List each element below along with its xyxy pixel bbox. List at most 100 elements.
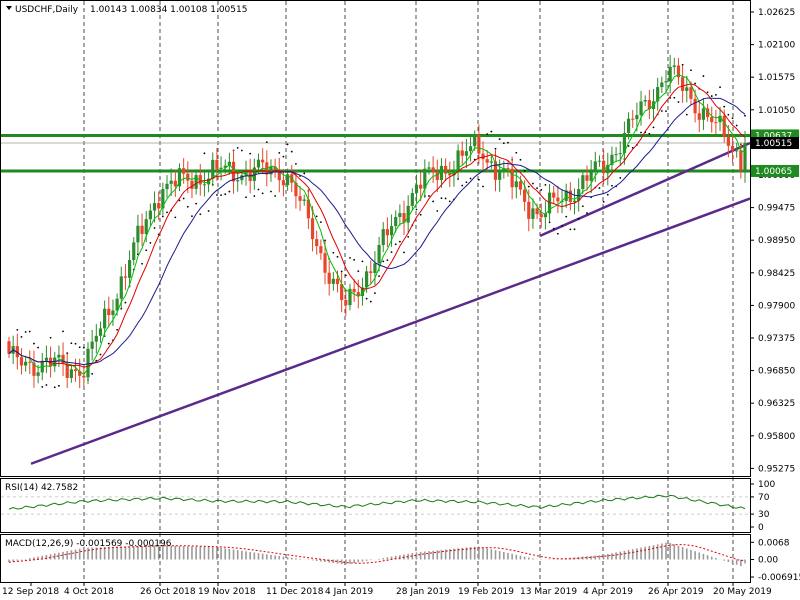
- candle-body: [73, 369, 78, 372]
- candle-body: [473, 134, 477, 147]
- psar-dot: [394, 243, 397, 246]
- candle-body: [602, 160, 606, 174]
- time-tick-label: 28 Jan 2019: [396, 587, 450, 597]
- psar-dot: [207, 210, 210, 212]
- candle-body: [572, 200, 577, 203]
- candle-body: [722, 115, 726, 137]
- candle-body: [82, 375, 86, 378]
- macd-pane: 0.0068 0.00 -0.006915: [8, 538, 800, 583]
- price-tag-box: [751, 164, 799, 177]
- time-tick-label: 4 Oct 2018: [64, 587, 114, 597]
- psar-dot: [245, 196, 247, 199]
- candle-body: [331, 278, 335, 284]
- psar-dot: [569, 228, 572, 231]
- price-tick-label: 0.97375: [758, 334, 795, 344]
- candle-body: [190, 180, 194, 189]
- candle-body: [448, 173, 452, 176]
- candle-body: [631, 118, 635, 120]
- candle-body: [86, 348, 90, 378]
- candle-body: [169, 180, 173, 184]
- candle-body: [69, 369, 73, 378]
- psar-dot: [694, 82, 697, 85]
- psar-dot: [319, 221, 322, 224]
- candle-body: [718, 115, 722, 123]
- candle-body: [460, 150, 464, 156]
- candle-body: [202, 184, 207, 186]
- psar-dot: [361, 260, 364, 263]
- candle-body: [123, 276, 128, 278]
- psar-dot: [702, 75, 705, 77]
- psar-dot: [145, 249, 148, 252]
- psar-dot: [577, 217, 580, 220]
- candle-body: [498, 171, 502, 180]
- psar-dot: [465, 181, 468, 184]
- candle-body: [493, 161, 498, 180]
- psar-dot: [490, 130, 493, 133]
- candle-body: [252, 167, 256, 181]
- psar-dot: [57, 384, 60, 387]
- psar-dot: [606, 193, 609, 196]
- candle-body: [298, 196, 302, 201]
- candle-body: [439, 165, 444, 180]
- candle-body: [435, 171, 439, 180]
- psar-dot: [407, 235, 410, 238]
- psar-dot: [507, 141, 509, 144]
- candle-body: [107, 308, 111, 316]
- psar-dot: [398, 240, 401, 243]
- price-tick-label: 0.98950: [758, 236, 795, 246]
- macd-tick-label: -0.006915: [758, 573, 800, 583]
- psar-dot: [486, 133, 489, 136]
- psar-dot: [265, 141, 268, 144]
- psar-dot: [349, 256, 351, 259]
- candle-body: [140, 225, 144, 234]
- psar-dot: [448, 200, 451, 203]
- psar-dot: [303, 172, 306, 175]
- symbol-label: USDCHF,Daily: [15, 5, 79, 15]
- psar-dot: [461, 184, 464, 187]
- psar-dot: [482, 185, 484, 188]
- candle-body: [639, 101, 643, 116]
- candle-body: [685, 87, 689, 91]
- candle-body: [597, 160, 602, 162]
- candle-body: [227, 161, 231, 166]
- candle-body: [360, 287, 365, 296]
- time-tick-label: 19 Feb 2019: [458, 587, 514, 597]
- psar-dot: [419, 213, 422, 216]
- psar-dot: [648, 132, 651, 135]
- macd-signal-line: [8, 544, 746, 564]
- candle-body: [344, 299, 348, 306]
- candle-body: [547, 192, 552, 214]
- psar-dot: [295, 162, 297, 165]
- candle-body: [90, 341, 94, 349]
- candle-body: [19, 357, 24, 366]
- psar-dot: [457, 178, 459, 180]
- psar-dot: [161, 215, 164, 218]
- candle-body: [115, 298, 119, 311]
- candle-body: [444, 165, 448, 174]
- candle-body: [489, 161, 493, 163]
- psar-dot: [278, 151, 281, 154]
- triangle-down-icon[interactable]: [6, 6, 12, 10]
- psar-dot: [24, 331, 27, 333]
- psar-dot: [49, 336, 52, 339]
- candle-body: [527, 201, 531, 219]
- candle-body: [402, 213, 406, 223]
- candle-body: [94, 335, 98, 342]
- candle-body: [381, 229, 385, 246]
- candle-body: [385, 229, 389, 236]
- psar-dot: [374, 292, 376, 295]
- candle-body: [539, 214, 543, 218]
- price-pane-frame: [0, 0, 751, 477]
- candle-body: [485, 159, 489, 163]
- candle-body: [310, 218, 315, 240]
- price-tick-label: 1.01575: [758, 73, 795, 83]
- psar-dot: [727, 113, 730, 116]
- psar-dot: [249, 152, 252, 155]
- candle-body: [635, 115, 639, 120]
- psar-dot: [286, 143, 289, 146]
- candle-body: [194, 175, 198, 189]
- candle-body: [269, 166, 273, 175]
- rsi-tick-label: 70: [758, 493, 770, 503]
- candle-body: [614, 154, 618, 156]
- candle-body: [394, 216, 398, 227]
